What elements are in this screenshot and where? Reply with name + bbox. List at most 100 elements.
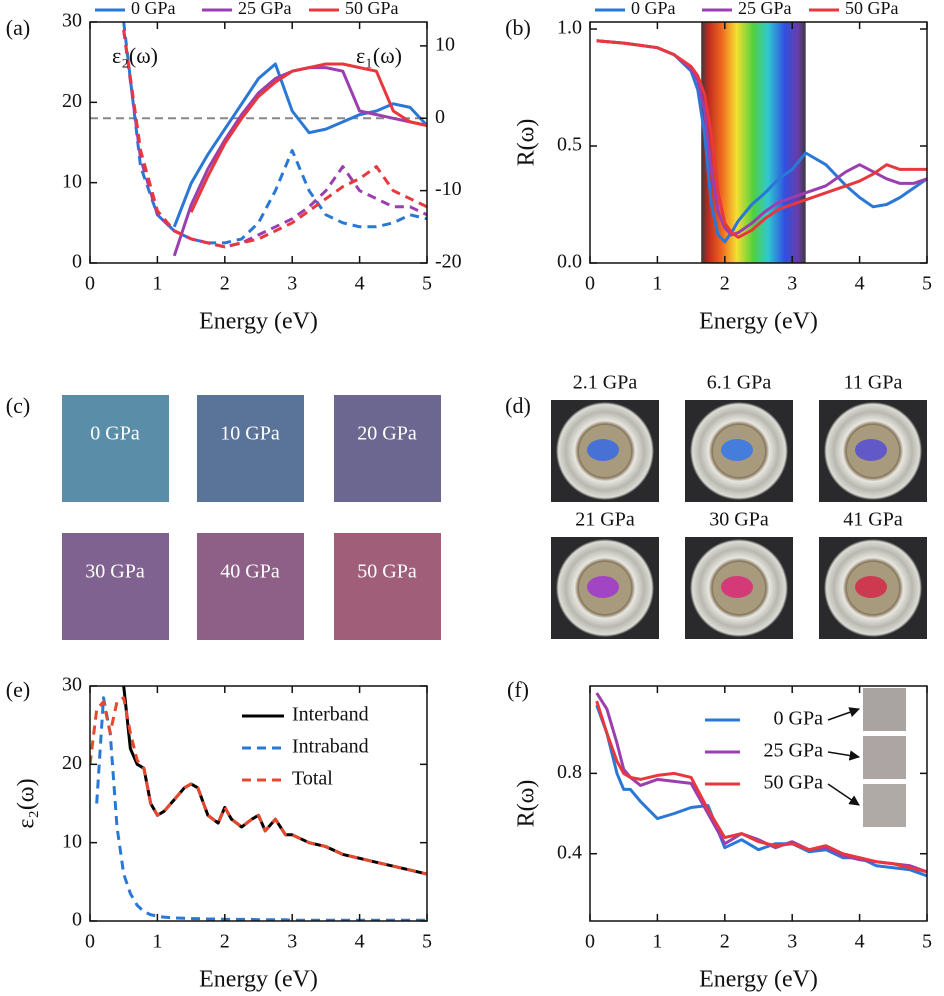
photo-label: 30 GPa — [709, 509, 769, 531]
plot-frame — [89, 685, 428, 922]
x-tick-label: 5 — [422, 273, 432, 295]
y2-tick-label: -20 — [435, 251, 462, 273]
y-tick-label: 10 — [62, 830, 82, 852]
x-tick-label: 1 — [152, 273, 162, 295]
legend-label: 50 GPa — [845, 0, 899, 18]
legend-label: 0 GPa — [131, 0, 176, 18]
legend-label: 25 GPa — [738, 0, 792, 18]
x-tick-label: 4 — [855, 931, 865, 953]
y-tick-label: 30 — [62, 674, 82, 696]
y-tick-label: 30 — [62, 10, 82, 32]
plot-frame — [589, 21, 928, 264]
y-tick-label: 20 — [62, 90, 82, 112]
photo-sample — [721, 439, 753, 461]
plot-area — [90, 22, 427, 257]
x-axis-label: Energy (eV) — [699, 309, 818, 335]
color-swatch — [334, 533, 441, 640]
y-axis-label: R(ω) — [514, 119, 540, 167]
x-tick-label: 3 — [287, 273, 297, 295]
legend-arrow — [827, 783, 860, 806]
photo-label: 11 GPa — [844, 372, 903, 394]
x-tick-label: 2 — [220, 273, 230, 295]
legend-arrow — [827, 707, 860, 721]
x-tick-label: 3 — [287, 931, 297, 953]
x-tick-label: 4 — [355, 273, 365, 295]
legend-label: Intraband — [292, 736, 369, 758]
x-tick-label: 0 — [585, 273, 595, 295]
plot-area — [90, 686, 427, 921]
y-tick-label: 0.8 — [557, 761, 582, 783]
legend-label: 25 GPa — [238, 0, 292, 18]
panel-label: (d) — [505, 393, 531, 418]
legend-swatch — [863, 688, 906, 731]
legend-label: Interband — [292, 704, 369, 726]
color-swatch — [334, 395, 441, 502]
y2-tick-label: 0 — [435, 106, 445, 128]
swatch-label: 50 GPa — [357, 561, 417, 583]
photo-sample — [587, 576, 619, 598]
photo-sample — [855, 576, 887, 598]
x-tick-label: 1 — [152, 931, 162, 953]
panel-label: (c) — [6, 393, 30, 418]
color-swatch — [62, 395, 169, 502]
y-tick-label: 0.0 — [557, 251, 582, 273]
swatch-label: 30 GPa — [85, 561, 145, 583]
legend-label: 25 GPa — [764, 740, 824, 762]
swatch-label: 20 GPa — [357, 423, 417, 445]
swatch-label: 40 GPa — [220, 561, 280, 583]
plot-area — [595, 692, 927, 878]
y-tick-label: 20 — [62, 752, 82, 774]
x-tick-label: 4 — [855, 273, 865, 295]
y2-tick-label: -10 — [435, 178, 462, 200]
series-line — [122, 22, 427, 245]
legend-swatch — [863, 736, 906, 779]
x-axis-label: Energy (eV) — [699, 967, 818, 993]
y-tick-label: 0.5 — [557, 134, 582, 156]
plot-frame — [89, 21, 428, 264]
color-swatch — [62, 533, 169, 640]
swatch-label: 0 GPa — [90, 423, 140, 445]
x-tick-label: 0 — [585, 931, 595, 953]
legend-label: 0 GPa — [774, 708, 824, 730]
x-axis-label: Energy (eV) — [199, 309, 318, 335]
legend-arrow — [827, 750, 861, 761]
series-line — [189, 62, 427, 213]
photo-sample — [587, 439, 619, 461]
x-tick-label: 1 — [652, 931, 662, 953]
annotation: ε₁(ω) — [356, 43, 402, 68]
x-tick-label: 5 — [422, 931, 432, 953]
x-tick-label: 1 — [652, 273, 662, 295]
series-line — [595, 700, 927, 874]
photo-label: 6.1 GPa — [707, 372, 772, 394]
x-axis-label: Energy (eV) — [199, 967, 318, 993]
legend-swatch — [863, 784, 906, 827]
y-tick-label: 0 — [72, 909, 82, 931]
color-swatch — [197, 395, 304, 502]
series-line — [95, 696, 427, 921]
plot-area — [596, 22, 927, 263]
color-swatch — [197, 533, 304, 640]
x-tick-label: 4 — [355, 931, 365, 953]
series-line — [90, 696, 427, 876]
x-tick-label: 5 — [922, 931, 932, 953]
annotation: ε₂(ω) — [112, 43, 158, 68]
x-tick-label: 2 — [720, 931, 730, 953]
panel-label: (b) — [505, 15, 531, 40]
x-tick-label: 0 — [85, 931, 95, 953]
series-line — [122, 29, 427, 249]
photo-label: 21 GPa — [575, 509, 635, 531]
photo-label: 41 GPa — [843, 509, 903, 531]
x-tick-label: 0 — [85, 273, 95, 295]
y-tick-label: 10 — [62, 170, 82, 192]
photo-sample — [721, 576, 753, 598]
y-tick-label: 0 — [72, 251, 82, 273]
legend-label: 0 GPa — [631, 0, 676, 18]
panel-label: (a) — [6, 15, 30, 40]
photo-sample — [855, 439, 887, 461]
panel-label: (e) — [6, 677, 30, 702]
panel-label: (f) — [507, 677, 529, 702]
y-tick-label: 1.0 — [557, 17, 582, 39]
legend-label: 50 GPa — [345, 0, 399, 18]
legend-label: Total — [292, 768, 333, 790]
